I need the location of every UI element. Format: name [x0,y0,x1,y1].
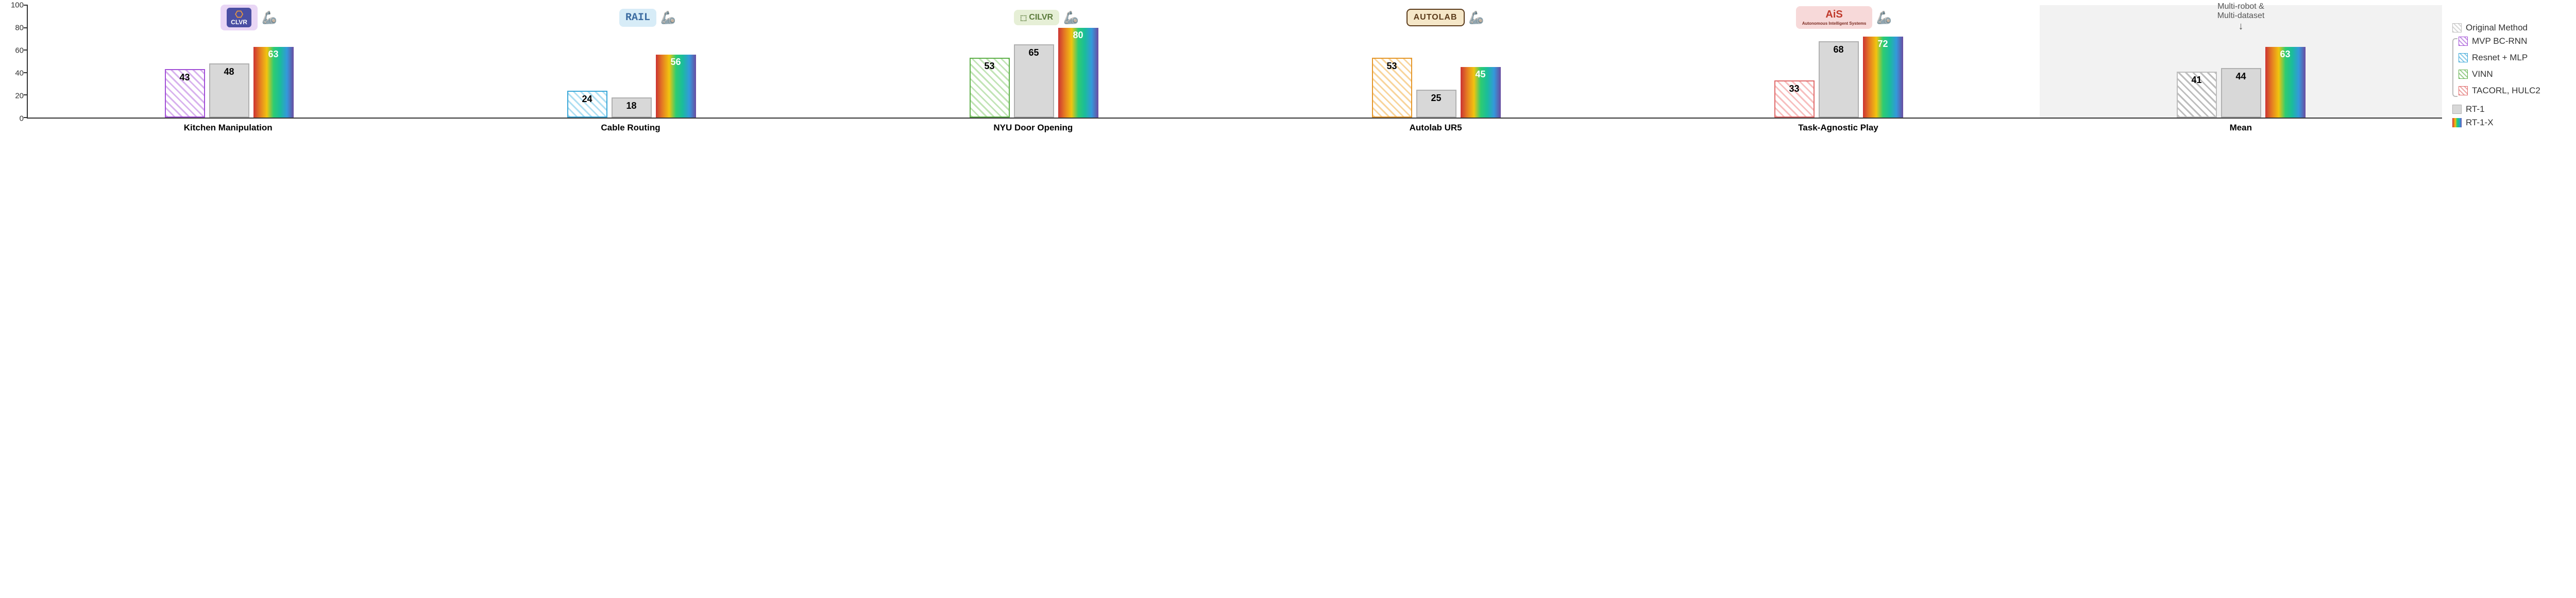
legend: Original Method MVP BC-RNN Resnet + MLP VI… [2452,5,2571,131]
bar-group: 33 68 72 [1637,5,2040,118]
legend-label: Resnet + MLP [2472,53,2528,63]
bar-value-label: 48 [210,67,248,77]
hatch-icon [2459,86,2468,95]
legend-label: RT-1-X [2466,118,2494,128]
arrow-down-icon: ↓ [2239,21,2244,32]
bar-groups: 43 48 63 24 18 56 53 65 80 53 25 45 33 68 72 41 44 63 Mult… [28,5,2442,118]
x-axis-labels: Kitchen ManipulationCable RoutingNYU Doo… [27,119,2442,139]
legend-method: TACORL, HULC2 [2459,86,2540,96]
legend-label: VINN [2472,69,2493,79]
legend-label: RT-1 [2466,104,2485,114]
bar-group: 41 44 63 Multi-robot &Multi-dataset↓ [2040,5,2442,118]
swatch-icon [2452,105,2462,114]
bar-bar-stripe: 43 [165,69,205,118]
bar-bar-stripe: 24 [567,91,607,118]
bar-bar-rt1: 25 [1416,90,1456,118]
chart-area: 020406080100 ⎔CLVR🦾RAIL🦾⬚ CILVR🦾AUTOLAB🦾… [5,5,2442,139]
bar-value-label: 41 [2178,75,2216,86]
x-axis-label: Task-Agnostic Play [1637,119,2039,139]
bar-value-label: 53 [1373,61,1411,72]
hatch-icon [2459,53,2468,62]
bar-bar-rt1x: 80 [1058,28,1098,118]
legend-rt1x: RT-1-X [2452,118,2571,128]
y-axis: 020406080100 [5,5,27,119]
bar-bar-rt1x: 45 [1461,67,1501,118]
bar-value-label: 72 [1863,39,1903,49]
bar-value-label: 44 [2222,71,2260,82]
y-tick-mark [24,5,28,6]
bar-value-label: 65 [1015,47,1053,58]
bar-bar-stripe: 53 [1372,58,1412,118]
bar-bar-stripe: 33 [1774,80,1815,118]
bar-value-label: 43 [166,72,204,83]
bar-group: 53 65 80 [833,5,1235,118]
legend-method: VINN [2459,69,2540,79]
plot-area: ⎔CLVR🦾RAIL🦾⬚ CILVR🦾AUTOLAB🦾AiSAutonomous… [27,5,2442,119]
bar-value-label: 63 [253,49,294,60]
legend-original-method: Original Method [2452,23,2571,33]
hatch-icon [2459,70,2468,79]
legend-label: TACORL, HULC2 [2472,86,2540,96]
x-axis-label: Mean [2040,119,2442,139]
bar-bar-rt1x: 56 [656,55,696,118]
y-tick-mark [24,117,28,118]
x-axis-label: Autolab UR5 [1234,119,1637,139]
bar-value-label: 53 [971,61,1009,72]
rainbow-icon [2452,118,2462,127]
bar-bar-rt1: 18 [612,97,652,118]
bar-bar-rt1: 68 [1819,41,1859,118]
y-tick-label: 60 [15,46,24,55]
hatch-icon [2452,23,2462,32]
bar-value-label: 33 [1775,84,1814,94]
bar-bar-rt1: 44 [2221,68,2261,118]
y-tick-mark [24,49,28,51]
bar-bar-rt1: 65 [1014,44,1054,118]
bar-value-label: 24 [568,94,606,105]
bar-bar-rt1x: 63 [253,47,294,118]
x-axis-label: NYU Door Opening [832,119,1234,139]
bar-value-label: 68 [1820,44,1858,55]
bar-group: 43 48 63 [28,5,430,118]
mean-annotation: Multi-robot &Multi-dataset↓ [2217,2,2265,32]
bar-value-label: 56 [656,57,696,68]
bracket-icon [2452,38,2458,97]
bar-bar-rt1x: 63 [2265,47,2306,118]
y-tick-label: 80 [15,24,24,32]
legend-method: MVP BC-RNN [2459,36,2540,46]
hatch-icon [2459,37,2468,46]
bar-value-label: 63 [2265,49,2306,60]
legend-rt1: RT-1 [2452,104,2571,114]
bar-bar-stripe: 53 [970,58,1010,118]
bar-group: 24 18 56 [430,5,833,118]
legend-methods-bracket: MVP BC-RNN Resnet + MLP VINN TACORL, HULC2 [2452,36,2571,99]
legend-label: MVP BC-RNN [2472,36,2527,46]
y-tick-mark [24,72,28,73]
legend-label: Original Method [2466,23,2528,33]
bar-bar-mean-orig: 41 [2177,72,2217,118]
x-axis-label: Kitchen Manipulation [27,119,429,139]
y-tick-mark [24,27,28,28]
y-tick-label: 20 [15,92,24,101]
bar-value-label: 80 [1058,30,1098,41]
bar-value-label: 25 [1417,93,1455,104]
y-tick-label: 100 [11,1,24,10]
chart-container: 020406080100 ⎔CLVR🦾RAIL🦾⬚ CILVR🦾AUTOLAB🦾… [5,5,2571,139]
bar-value-label: 45 [1461,69,1501,80]
bar-bar-rt1: 48 [209,63,249,118]
y-tick-label: 40 [15,69,24,78]
legend-method: Resnet + MLP [2459,53,2540,63]
legend-methods-list: MVP BC-RNN Resnet + MLP VINN TACORL, HULC2 [2459,36,2540,99]
bar-group: 53 25 45 [1235,5,1637,118]
x-axis-label: Cable Routing [429,119,832,139]
bar-bar-rt1x: 72 [1863,37,1903,118]
y-tick-mark [24,94,28,95]
y-tick-label: 0 [20,114,24,123]
bar-value-label: 18 [613,101,651,111]
